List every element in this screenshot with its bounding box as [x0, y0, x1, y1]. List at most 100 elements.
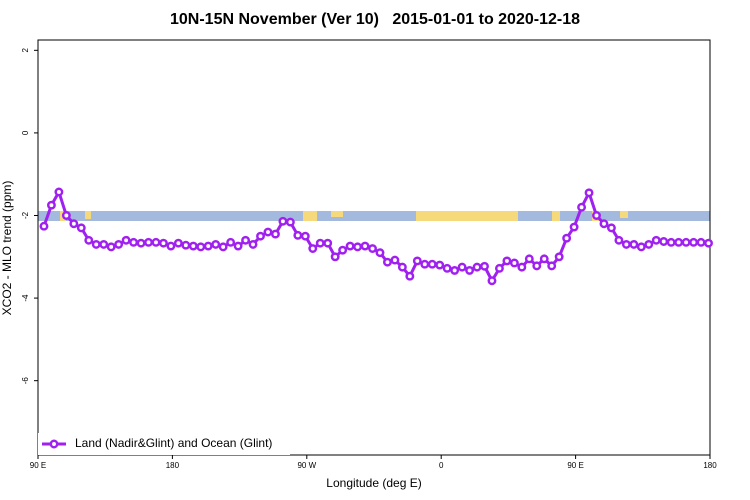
data-point	[338, 245, 348, 255]
legend-box	[38, 433, 290, 455]
data-point	[203, 241, 213, 251]
data-point	[368, 244, 377, 253]
data-point	[472, 262, 482, 272]
data-point	[241, 235, 251, 245]
data-point	[106, 242, 116, 252]
data-point	[360, 241, 370, 251]
data-point	[450, 265, 460, 275]
data-point	[76, 223, 86, 233]
plot-frame	[37, 39, 711, 456]
data-point	[375, 248, 385, 258]
data-point	[412, 256, 422, 266]
data-point	[129, 237, 139, 247]
data-point	[54, 187, 64, 197]
x-tick-label: 90 E	[30, 461, 46, 470]
data-point	[494, 263, 504, 273]
data-point	[397, 262, 407, 272]
data-point	[382, 257, 392, 267]
data-point	[569, 222, 579, 232]
data-point	[226, 237, 236, 247]
x-tick-label: 0	[439, 461, 444, 470]
map-strip	[38, 211, 710, 221]
data-point	[256, 231, 265, 241]
data-point	[144, 237, 153, 247]
data-point	[390, 255, 400, 265]
data-point	[592, 211, 601, 220]
data-point	[188, 241, 198, 251]
data-point	[46, 200, 56, 210]
data-point	[233, 241, 243, 251]
data-point	[323, 238, 333, 248]
data-point	[353, 242, 363, 252]
y-tick-label: 0	[21, 130, 30, 135]
data-point	[248, 239, 258, 249]
data-point	[84, 235, 94, 245]
data-point	[151, 237, 161, 247]
data-point	[211, 239, 221, 249]
data-point	[621, 239, 631, 249]
y-axis-label: XCO2 - MLO trend (ppm)	[0, 181, 14, 316]
data-point	[502, 256, 512, 266]
data-point	[308, 244, 318, 253]
data-point	[584, 188, 594, 198]
data-point	[427, 259, 437, 269]
data-point	[442, 263, 452, 273]
data-point	[270, 229, 280, 239]
data-point	[69, 219, 79, 229]
data-point	[524, 254, 534, 264]
legend-label: Land (Nadir&Glint) and Ocean (Glint)	[75, 436, 272, 450]
data-point	[554, 252, 564, 262]
data-point	[61, 211, 71, 220]
data-point	[599, 219, 609, 229]
data-point	[532, 261, 542, 271]
data-point	[517, 262, 527, 272]
data-point	[636, 242, 646, 252]
data-point	[577, 202, 587, 212]
data-point	[666, 237, 676, 247]
data-point	[166, 241, 176, 251]
data-point	[158, 238, 168, 248]
data-point	[263, 227, 273, 237]
data-point	[465, 265, 475, 275]
data-point	[606, 223, 616, 233]
chart-title: 10N-15N November (Ver 10) 2015-01-01 to …	[170, 11, 580, 28]
data-point	[300, 231, 310, 241]
data-point	[218, 242, 228, 252]
series-line	[42, 188, 709, 284]
x-axis-label: Longitude (deg E)	[326, 476, 421, 490]
legend-marker	[49, 439, 59, 449]
data-point	[330, 252, 340, 262]
x-tick-label: 180	[703, 461, 717, 470]
data-point	[696, 237, 706, 247]
data-point	[644, 239, 654, 249]
data-point	[114, 239, 124, 249]
data-point	[181, 240, 191, 250]
data-point	[547, 261, 557, 271]
x-tick-label: 180	[166, 461, 180, 470]
data-point	[99, 239, 109, 249]
data-point	[659, 237, 669, 246]
data-point	[405, 271, 415, 281]
data-point	[704, 238, 713, 248]
data-point	[674, 237, 684, 247]
x-tick-label: 90 W	[297, 461, 316, 470]
y-tick-label: -6	[21, 377, 30, 385]
x-tick-label: 90 E	[567, 461, 583, 470]
data-point	[480, 261, 489, 271]
data-point	[420, 259, 430, 269]
data-point	[136, 238, 146, 248]
data-point	[293, 230, 303, 240]
data-point	[173, 238, 183, 248]
data-point	[487, 276, 497, 286]
data-point	[539, 254, 549, 264]
data-point	[562, 233, 572, 243]
data-point	[457, 262, 467, 272]
data-point	[121, 235, 131, 245]
data-point	[39, 221, 49, 231]
data-point	[91, 239, 101, 249]
data-point	[509, 258, 519, 268]
data-point	[315, 238, 325, 248]
data-point	[629, 239, 639, 249]
data-point	[345, 241, 355, 251]
